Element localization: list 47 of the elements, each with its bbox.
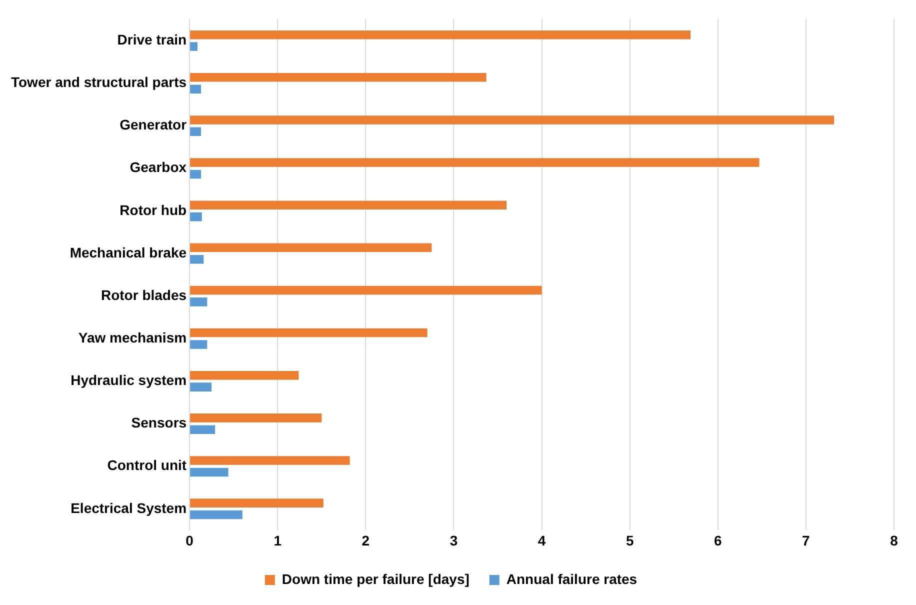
x-tick-label: 0	[186, 532, 194, 548]
x-tick-label: 8	[890, 532, 898, 548]
bar	[190, 212, 202, 222]
bar	[190, 510, 242, 520]
bar	[190, 30, 691, 40]
bar	[190, 42, 198, 51]
y-tick-label: Generator	[120, 116, 188, 133]
bar	[190, 468, 228, 477]
bar	[190, 158, 760, 167]
bar	[190, 456, 350, 465]
x-tick-label: 7	[802, 532, 810, 548]
legend-label: Down time per failure [days]	[282, 570, 470, 587]
bar	[190, 298, 208, 306]
y-tick-label: Electrical System	[70, 500, 187, 516]
bar	[190, 200, 507, 210]
y-tick-label: Rotor blades	[100, 286, 187, 303]
bar	[190, 340, 208, 349]
x-tick-label: 2	[362, 532, 370, 548]
y-tick-label: Rotor hub	[120, 202, 187, 218]
x-tick-label: 6	[714, 532, 722, 548]
x-tick-label: 1	[274, 532, 282, 548]
y-tick-label: Yaw mechanism	[78, 330, 187, 346]
bar	[190, 170, 201, 179]
bar	[190, 254, 204, 264]
y-tick-label: Gearbox	[130, 159, 187, 176]
bar	[190, 382, 212, 392]
x-tick-label: 4	[538, 532, 546, 548]
bar	[190, 116, 834, 124]
x-tick-label: 3	[450, 532, 458, 548]
legend-label: Annual failure rates	[506, 570, 638, 587]
bar	[190, 73, 486, 82]
bar	[190, 414, 322, 422]
y-tick-label: Hydraulic system	[70, 372, 187, 388]
y-tick-label: Mechanical brake	[70, 244, 187, 260]
bar	[190, 498, 324, 508]
bar	[190, 286, 542, 295]
bar	[190, 328, 428, 338]
bar	[190, 425, 216, 434]
bar	[190, 370, 299, 380]
x-tick-label: 5	[626, 532, 634, 548]
bar	[190, 243, 432, 252]
y-tick-label: Control unit	[107, 457, 187, 474]
y-tick-label: Tower and structural parts	[10, 74, 187, 90]
y-tick-label: Drive train	[117, 32, 187, 48]
bar	[190, 84, 201, 94]
bar	[190, 127, 201, 136]
y-tick-label: Sensors	[131, 414, 187, 431]
